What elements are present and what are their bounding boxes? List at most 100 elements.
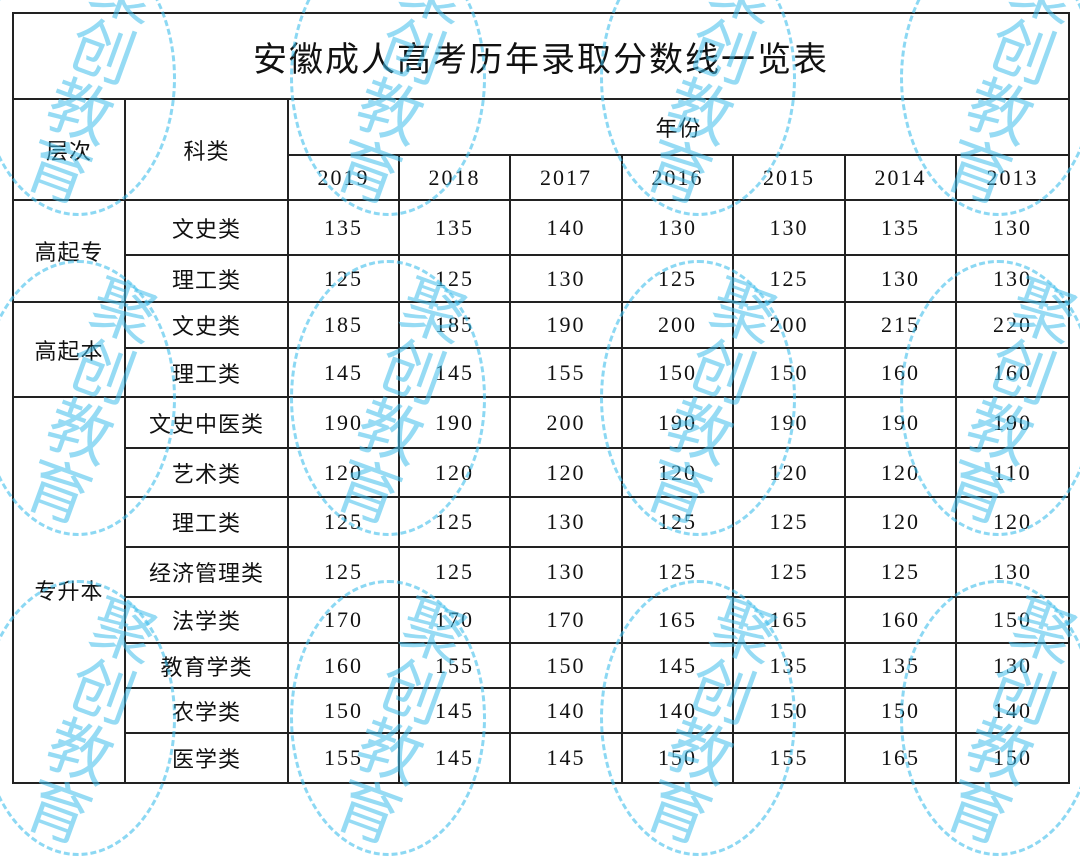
score-cell: 130 — [509, 254, 623, 303]
score-cell: 160 — [287, 642, 400, 689]
score-cell: 145 — [621, 642, 734, 689]
table-row: 艺术类 120 120 120 120 120 120 110 — [13, 447, 1070, 498]
score-cell: 150 — [955, 732, 1070, 784]
score-cell: 200 — [509, 396, 623, 449]
category-cell: 经济管理类 — [124, 546, 289, 598]
header-level: 层次 — [12, 98, 126, 201]
score-cell: 130 — [955, 642, 1070, 689]
table-row: 高起本 文史类 185 185 190 200 200 215 220 — [12, 301, 1070, 398]
year-header: 2017 — [509, 154, 623, 201]
score-cell: 200 — [621, 301, 734, 349]
score-cell: 190 — [287, 396, 400, 449]
score-cell: 120 — [621, 447, 734, 498]
score-cell: 150 — [621, 347, 734, 398]
score-cell: 140 — [955, 687, 1070, 734]
score-cell: 130 — [955, 199, 1070, 256]
score-cell: 170 — [509, 596, 623, 644]
score-cell: 130 — [732, 199, 846, 256]
category-cell: 文史中医类 — [124, 396, 289, 449]
score-cell: 120 — [732, 447, 846, 498]
score-cell: 120 — [509, 447, 623, 498]
score-cell: 120 — [844, 447, 957, 498]
score-cell: 155 — [287, 732, 400, 784]
score-cell: 150 — [287, 687, 400, 734]
table-row: 法学类 170 170 170 165 165 160 150 — [13, 596, 1070, 644]
score-cell: 135 — [844, 199, 957, 256]
table-row: 经济管理类 125 125 130 125 125 125 130 — [13, 546, 1070, 598]
score-cell: 190 — [509, 301, 623, 349]
score-cell: 125 — [287, 254, 400, 303]
category-cell: 理工类 — [124, 347, 289, 398]
year-header: 2014 — [844, 154, 957, 201]
table-row: 理工类 145 145 155 150 150 160 160 — [13, 347, 1070, 398]
score-cell: 125 — [732, 496, 846, 548]
score-cell: 130 — [955, 254, 1070, 303]
table-row: 理工类 125 125 130 125 125 120 120 — [13, 496, 1070, 548]
score-cell: 220 — [955, 301, 1070, 349]
score-cell: 150 — [844, 687, 957, 734]
score-cell: 150 — [621, 732, 734, 784]
score-cell: 155 — [509, 347, 623, 398]
table-row: 教育学类 160 155 150 145 135 135 130 — [13, 642, 1070, 689]
score-cell: 170 — [287, 596, 400, 644]
score-cell: 200 — [732, 301, 846, 349]
category-cell: 农学类 — [124, 687, 289, 734]
level-cell: 高起专 — [12, 199, 126, 303]
score-cell: 165 — [844, 732, 957, 784]
score-cell: 190 — [955, 396, 1070, 449]
score-cell: 125 — [621, 546, 734, 598]
score-cell: 190 — [621, 396, 734, 449]
score-cell: 160 — [844, 596, 957, 644]
score-cell: 120 — [398, 447, 511, 498]
score-cell: 125 — [621, 254, 734, 303]
score-cell: 145 — [287, 347, 400, 398]
score-cell: 215 — [844, 301, 957, 349]
table-row: 专升本 文史中医类 190 190 200 190 190 190 190 — [12, 396, 1070, 784]
category-cell: 理工类 — [124, 254, 289, 303]
score-cell: 120 — [955, 496, 1070, 548]
score-cell: 130 — [621, 199, 734, 256]
page-title: 安徽成人高考历年录取分数线一览表 — [12, 12, 1070, 100]
score-cell: 190 — [844, 396, 957, 449]
score-cell: 150 — [509, 642, 623, 689]
score-cell: 160 — [955, 347, 1070, 398]
category-cell: 教育学类 — [124, 642, 289, 689]
level-cell: 高起本 — [12, 301, 126, 398]
score-cell: 110 — [955, 447, 1070, 498]
score-cell: 130 — [509, 496, 623, 548]
score-cell: 150 — [732, 687, 846, 734]
score-cell: 135 — [844, 642, 957, 689]
score-cell: 190 — [732, 396, 846, 449]
year-header: 2015 — [732, 154, 846, 201]
header-category: 科类 — [124, 98, 289, 201]
category-cell: 法学类 — [124, 596, 289, 644]
score-cell: 125 — [621, 496, 734, 548]
score-cell: 125 — [844, 546, 957, 598]
year-header: 2016 — [621, 154, 734, 201]
category-cell: 文史类 — [124, 199, 289, 256]
score-cell: 150 — [955, 596, 1070, 644]
score-cell: 125 — [398, 254, 511, 303]
score-cell: 125 — [287, 546, 400, 598]
score-cell: 165 — [732, 596, 846, 644]
score-cell: 130 — [509, 546, 623, 598]
score-cell: 140 — [621, 687, 734, 734]
level-cell: 专升本 — [12, 396, 126, 784]
score-cell: 170 — [398, 596, 511, 644]
score-cell: 145 — [398, 347, 511, 398]
score-cell: 145 — [398, 687, 511, 734]
score-cell: 190 — [398, 396, 511, 449]
table-row: 农学类 150 145 140 140 150 150 140 — [13, 687, 1070, 734]
score-cell: 185 — [398, 301, 511, 349]
category-cell: 医学类 — [124, 732, 289, 784]
score-cell: 120 — [844, 496, 957, 548]
score-cell: 185 — [287, 301, 400, 349]
year-header: 2019 — [287, 154, 400, 201]
header-year: 年份 — [287, 98, 1070, 156]
score-cell: 135 — [287, 199, 400, 256]
category-cell: 理工类 — [124, 496, 289, 548]
table-row: 高起专 文史类 135 135 140 130 130 135 130 — [12, 199, 1070, 303]
category-cell: 艺术类 — [124, 447, 289, 498]
score-cell: 125 — [732, 254, 846, 303]
score-table: 安徽成人高考历年录取分数线一览表 层次 科类 年份 2019 2018 2017 20… — [12, 12, 1070, 784]
